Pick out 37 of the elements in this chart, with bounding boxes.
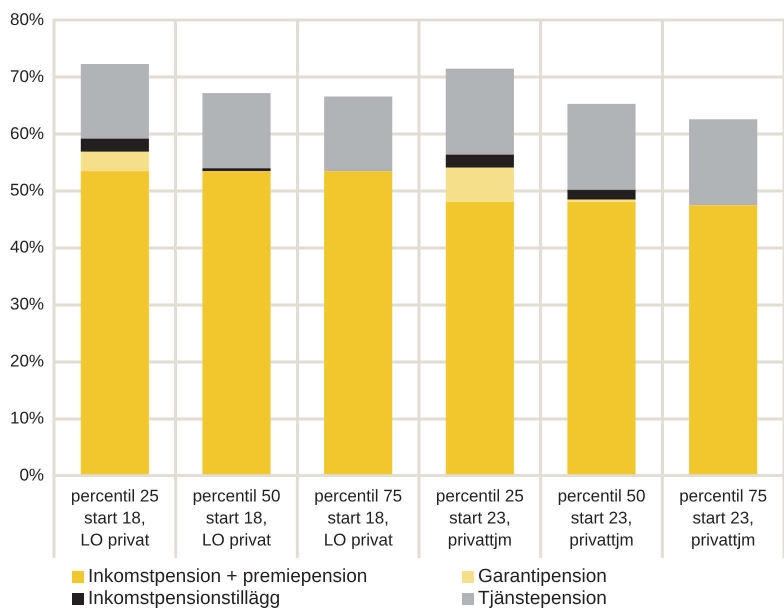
y-tick-label: 50%: [10, 180, 44, 200]
legend-label: Inkomstpensionstillägg: [88, 588, 280, 610]
bar: [446, 202, 514, 474]
bar: [446, 154, 514, 168]
y-tick-label: 0%: [19, 465, 44, 484]
bar: [567, 190, 636, 200]
y-tick-label: 10%: [10, 408, 44, 428]
y-tick-label: 20%: [10, 352, 44, 371]
x-tick-label: percentil 50 start 23, privattjm: [558, 486, 646, 550]
bar: [202, 168, 271, 172]
bar: [324, 96, 392, 172]
x-tick-label: percentil 25 start 18, LO privat: [70, 486, 159, 550]
x-tick-label: percentil 75 start 23, privattjm: [679, 486, 768, 550]
x-tick-label: percentil 25 start 23, privattjm: [436, 486, 524, 550]
y-tick-label: 40%: [10, 238, 44, 257]
bar: [324, 171, 392, 474]
y-tick-label: 30%: [10, 294, 44, 314]
bar: [689, 119, 758, 206]
x-tick-label: percentil 75 start 18, LO privat: [314, 486, 402, 550]
bar: [80, 64, 149, 139]
bar: [446, 168, 514, 202]
y-tick-label: 60%: [10, 124, 44, 143]
bar: [689, 205, 758, 474]
bar: [567, 104, 636, 190]
bar: [567, 202, 636, 474]
legend-label: Tjänstepension: [478, 588, 607, 610]
legend-label: Inkomstpension + premiepension: [88, 566, 368, 588]
bar: [80, 138, 149, 152]
bar: [202, 171, 271, 474]
bar: [80, 152, 149, 172]
bar: [202, 93, 271, 168]
bar: [446, 68, 514, 155]
y-tick-label: 70%: [10, 66, 44, 86]
bar: [80, 171, 149, 474]
legend-label: Garantipension: [478, 566, 607, 588]
x-tick-label: percentil 50 start 18, LO privat: [192, 486, 280, 550]
y-tick-label: 80%: [10, 10, 44, 29]
